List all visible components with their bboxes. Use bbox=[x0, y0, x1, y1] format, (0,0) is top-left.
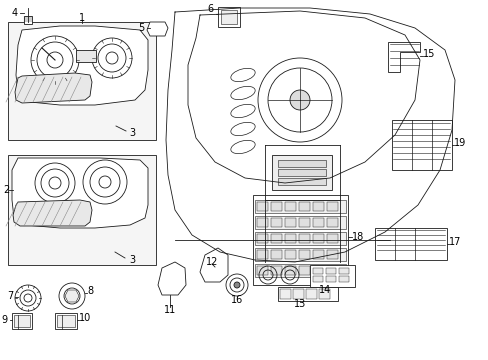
Text: 17: 17 bbox=[448, 237, 461, 247]
Bar bbox=[254, 232, 346, 245]
Bar bbox=[76, 50, 96, 62]
Bar bbox=[312, 202, 324, 211]
Text: 16: 16 bbox=[230, 295, 243, 305]
Bar bbox=[254, 216, 346, 229]
Text: 9: 9 bbox=[2, 315, 8, 325]
Bar bbox=[309, 265, 354, 287]
Bar bbox=[24, 16, 32, 24]
Circle shape bbox=[234, 282, 240, 288]
Bar bbox=[312, 268, 323, 274]
Bar bbox=[257, 266, 267, 275]
Bar bbox=[325, 268, 335, 274]
Text: 14: 14 bbox=[318, 285, 330, 295]
Bar bbox=[270, 266, 282, 275]
Bar bbox=[326, 234, 337, 243]
Bar bbox=[252, 195, 347, 285]
Text: 2: 2 bbox=[3, 185, 9, 195]
Text: 3: 3 bbox=[129, 128, 135, 138]
Text: 6: 6 bbox=[207, 4, 214, 14]
Bar bbox=[271, 155, 331, 190]
Bar bbox=[218, 7, 240, 27]
Bar bbox=[391, 120, 451, 170]
Bar bbox=[257, 250, 267, 259]
Bar bbox=[12, 313, 32, 329]
Bar bbox=[254, 248, 346, 261]
Bar bbox=[305, 289, 316, 299]
Text: 19: 19 bbox=[453, 138, 465, 148]
Text: 12: 12 bbox=[205, 257, 218, 267]
Polygon shape bbox=[158, 262, 185, 295]
Bar bbox=[285, 218, 295, 227]
Bar bbox=[278, 287, 337, 301]
Bar bbox=[298, 266, 309, 275]
Bar bbox=[257, 202, 267, 211]
Bar bbox=[292, 289, 304, 299]
Bar bbox=[312, 250, 324, 259]
Bar bbox=[14, 315, 30, 327]
Text: 13: 13 bbox=[293, 299, 305, 309]
Text: 5: 5 bbox=[138, 23, 143, 33]
Text: 18: 18 bbox=[351, 232, 364, 242]
Bar bbox=[338, 268, 348, 274]
Text: 7: 7 bbox=[7, 291, 13, 301]
Polygon shape bbox=[12, 158, 148, 228]
Text: 1: 1 bbox=[79, 13, 85, 23]
Bar bbox=[285, 234, 295, 243]
Text: 10: 10 bbox=[79, 313, 91, 323]
Bar bbox=[285, 250, 295, 259]
Polygon shape bbox=[16, 26, 148, 105]
Bar bbox=[298, 218, 309, 227]
Bar bbox=[298, 234, 309, 243]
Polygon shape bbox=[13, 200, 92, 226]
Bar bbox=[278, 169, 325, 176]
Bar bbox=[326, 202, 337, 211]
Bar bbox=[326, 266, 337, 275]
Bar bbox=[312, 234, 324, 243]
Bar bbox=[318, 289, 329, 299]
Text: 15: 15 bbox=[422, 49, 434, 59]
Polygon shape bbox=[387, 42, 419, 72]
Bar bbox=[270, 218, 282, 227]
Bar bbox=[270, 250, 282, 259]
Bar bbox=[270, 202, 282, 211]
Bar bbox=[285, 266, 295, 275]
Bar bbox=[326, 250, 337, 259]
Bar bbox=[312, 266, 324, 275]
Bar bbox=[8, 22, 156, 140]
Bar bbox=[280, 289, 290, 299]
Bar bbox=[8, 155, 156, 265]
Circle shape bbox=[289, 90, 309, 110]
Bar bbox=[270, 234, 282, 243]
Polygon shape bbox=[200, 248, 227, 282]
Bar bbox=[312, 276, 323, 282]
Bar bbox=[55, 313, 77, 329]
Bar bbox=[278, 160, 325, 167]
Bar bbox=[257, 218, 267, 227]
Bar bbox=[254, 264, 346, 277]
Bar bbox=[57, 315, 75, 327]
Bar bbox=[278, 178, 325, 185]
Polygon shape bbox=[15, 73, 92, 103]
Bar bbox=[221, 10, 237, 24]
Text: 4: 4 bbox=[12, 8, 18, 18]
Bar bbox=[374, 228, 446, 260]
Bar bbox=[254, 200, 346, 213]
Bar bbox=[298, 202, 309, 211]
Bar bbox=[257, 234, 267, 243]
Polygon shape bbox=[147, 22, 168, 36]
Bar bbox=[326, 218, 337, 227]
Bar bbox=[312, 218, 324, 227]
Bar bbox=[298, 250, 309, 259]
Bar bbox=[325, 276, 335, 282]
Text: 11: 11 bbox=[163, 305, 176, 315]
Bar bbox=[338, 276, 348, 282]
Polygon shape bbox=[65, 290, 79, 302]
Text: 3: 3 bbox=[129, 255, 135, 265]
Bar bbox=[285, 202, 295, 211]
Text: 8: 8 bbox=[87, 286, 93, 296]
